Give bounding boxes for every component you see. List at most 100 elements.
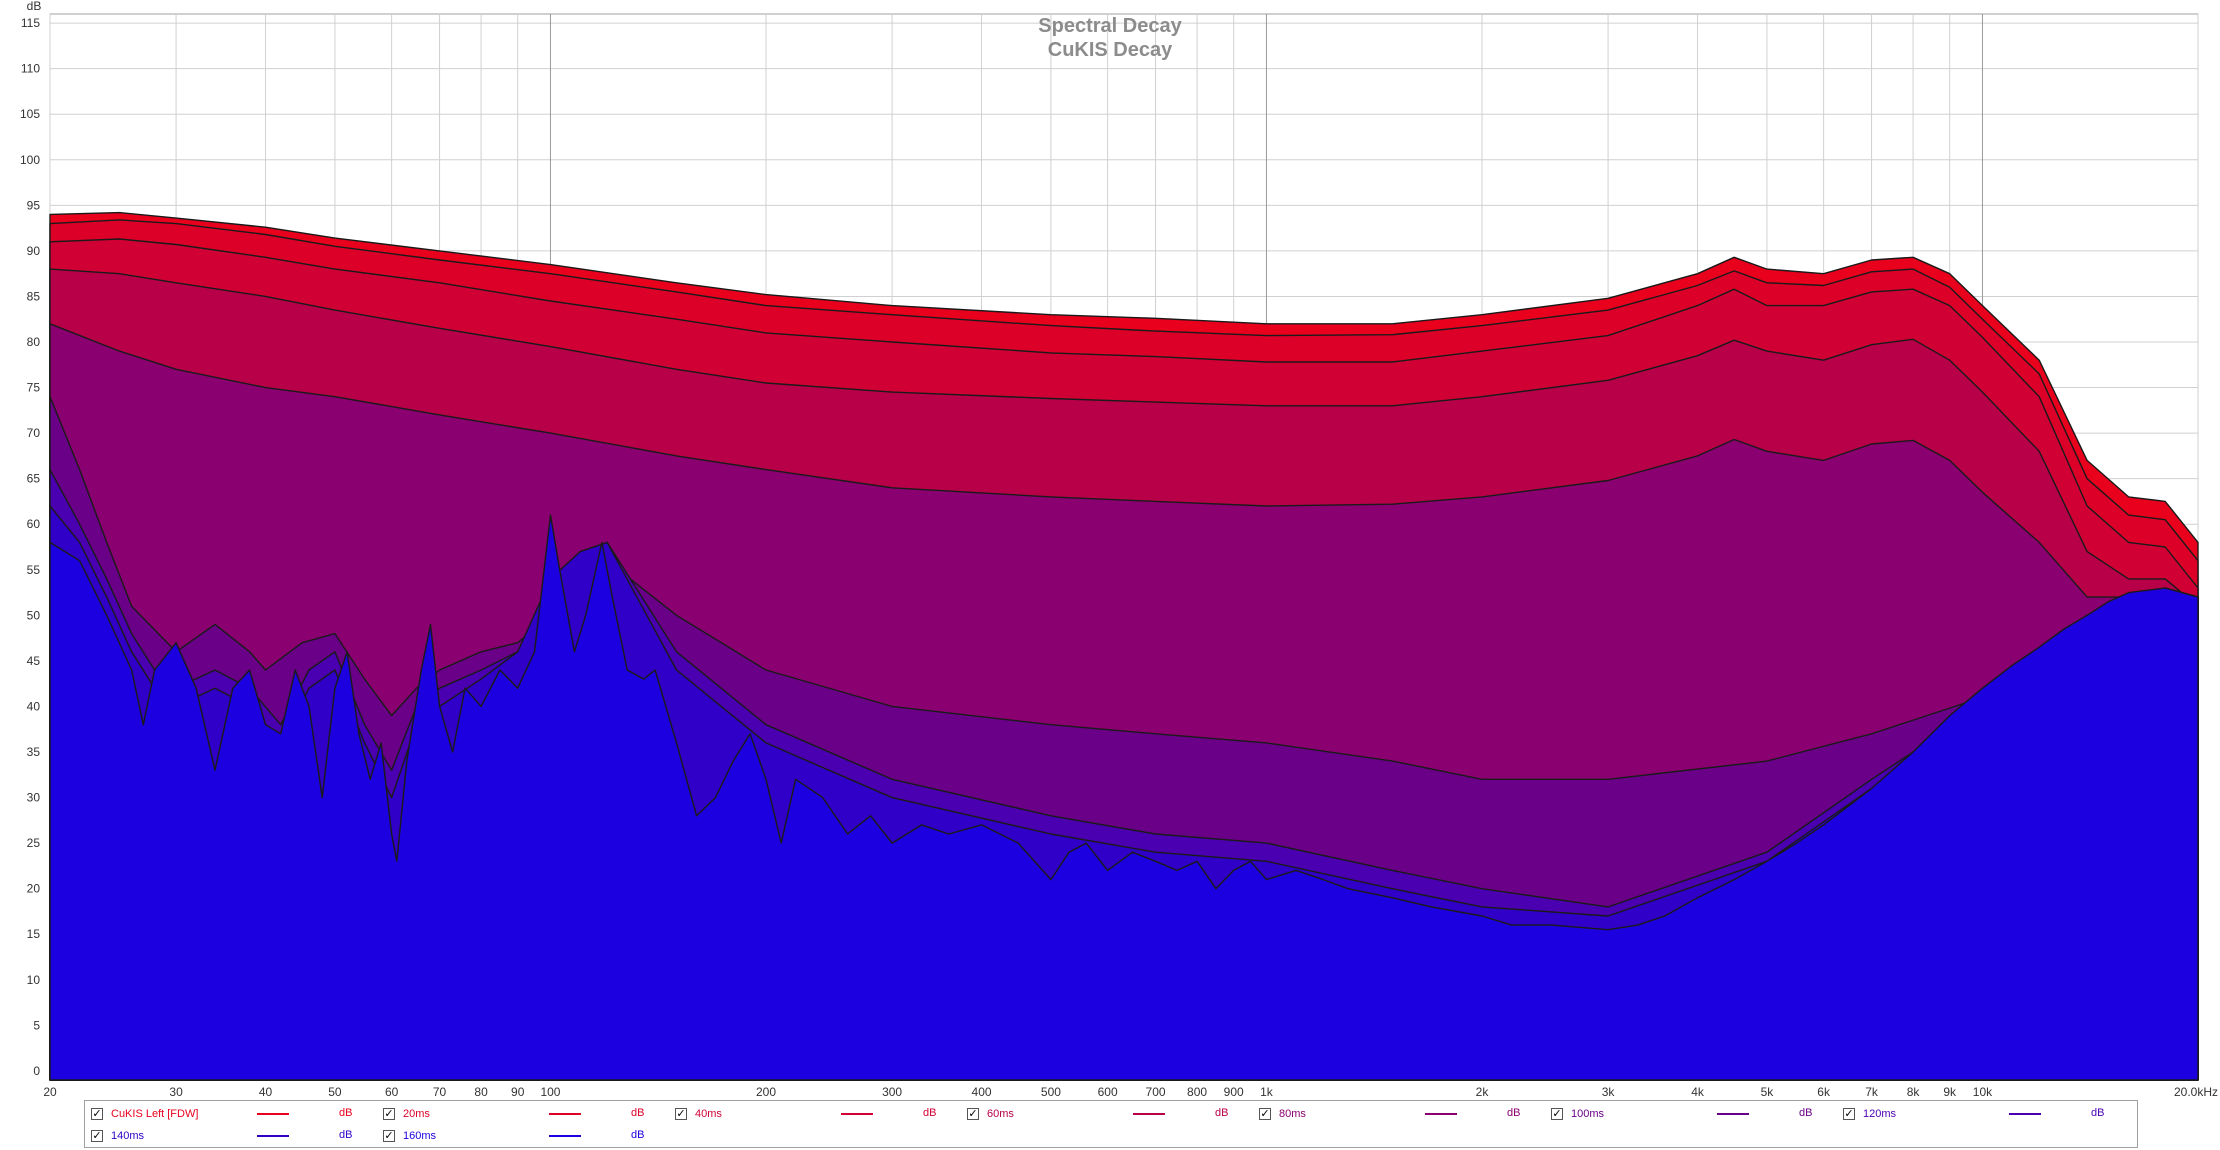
x-tick-label: 6k xyxy=(1817,1085,1831,1099)
x-tick-label: 4k xyxy=(1691,1085,1705,1099)
y-tick-label: 80 xyxy=(27,335,41,349)
x-tick-label: 200 xyxy=(756,1085,776,1099)
decay-areas xyxy=(49,211,2199,1081)
y-tick-label: 25 xyxy=(27,836,41,850)
legend-unit: dB xyxy=(2091,1107,2105,1119)
x-tick-label: 10k xyxy=(1973,1085,1993,1099)
chart-title: Spectral Decay xyxy=(1038,15,1182,37)
x-tick-label: 5k xyxy=(1761,1085,1775,1099)
legend-checkbox[interactable]: ✓ xyxy=(675,1108,687,1120)
chart-subtitle: CuKIS Decay xyxy=(1048,39,1173,61)
legend-unit: dB xyxy=(1507,1107,1521,1119)
legend-checkbox[interactable]: ✓ xyxy=(91,1108,103,1120)
legend-label: 60ms xyxy=(987,1108,1014,1120)
x-tick-label: 300 xyxy=(882,1085,902,1099)
legend-line-swatch xyxy=(1133,1113,1165,1115)
x-tick-label: 20 xyxy=(43,1085,57,1099)
x-tick-label: 8k xyxy=(1907,1085,1921,1099)
legend-item[interactable]: ✓ 80ms dB xyxy=(1259,1104,1551,1124)
x-tick-label: 100 xyxy=(540,1085,560,1099)
y-axis: 0 5 10 15 20 25 30 35 40 45 50 55 60 65 70 75 80 85 90 95 10… xyxy=(20,16,40,1078)
y-tick-label: 70 xyxy=(27,426,41,440)
y-tick-label: 20 xyxy=(27,882,41,896)
legend-label: 140ms xyxy=(111,1130,145,1142)
y-tick-label: 50 xyxy=(27,608,41,622)
legend-item[interactable]: ✓ 140ms dB xyxy=(91,1126,383,1146)
legend-item[interactable]: ✓ CuKIS Left [FDW] dB xyxy=(91,1104,383,1124)
legend-unit: dB xyxy=(1799,1107,1813,1119)
legend-label: CuKIS Left [FDW] xyxy=(111,1108,199,1120)
y-tick-label: 100 xyxy=(20,153,40,167)
legend-item[interactable]: ✓ 160ms dB xyxy=(383,1126,675,1146)
y-tick-label: 95 xyxy=(27,198,41,212)
y-tick-label: 0 xyxy=(33,1064,40,1078)
x-tick-label: 60 xyxy=(385,1085,399,1099)
legend-unit: dB xyxy=(339,1107,353,1119)
y-tick-label: 85 xyxy=(27,289,41,303)
legend-item[interactable]: ✓ 100ms dB xyxy=(1551,1104,1843,1124)
x-tick-label: 400 xyxy=(972,1085,992,1099)
x-tick-label: 50 xyxy=(328,1085,342,1099)
legend-checkbox[interactable]: ✓ xyxy=(383,1130,395,1142)
legend-line-swatch xyxy=(549,1135,581,1137)
x-tick-label: 600 xyxy=(1098,1085,1118,1099)
y-tick-label: 10 xyxy=(27,973,41,987)
x-tick-label: 20.0kHz xyxy=(2174,1085,2218,1099)
x-tick-label: 900 xyxy=(1224,1085,1244,1099)
legend-item[interactable]: ✓ 120ms dB xyxy=(1843,1104,2135,1124)
y-tick-label: 75 xyxy=(27,381,41,395)
legend-checkbox[interactable]: ✓ xyxy=(91,1130,103,1142)
legend-unit: dB xyxy=(339,1129,353,1141)
y-tick-label: 55 xyxy=(27,563,41,577)
legend-label: 20ms xyxy=(403,1108,430,1120)
legend-checkbox[interactable]: ✓ xyxy=(967,1108,979,1120)
x-tick-label: 9k xyxy=(1943,1085,1957,1099)
y-tick-label: 15 xyxy=(27,927,41,941)
legend-label: 80ms xyxy=(1279,1108,1306,1120)
y-axis-label: dB xyxy=(27,0,42,13)
x-tick-label: 7k xyxy=(1865,1085,1879,1099)
y-tick-label: 40 xyxy=(27,699,41,713)
legend-line-swatch xyxy=(841,1113,873,1115)
legend-checkbox[interactable]: ✓ xyxy=(1259,1108,1271,1120)
legend-line-swatch xyxy=(1717,1113,1749,1115)
legend-unit: dB xyxy=(631,1107,645,1119)
y-tick-label: 5 xyxy=(33,1018,40,1032)
x-tick-label: 80 xyxy=(474,1085,488,1099)
x-tick-label: 800 xyxy=(1187,1085,1207,1099)
legend-label: 100ms xyxy=(1571,1108,1605,1120)
y-tick-label: 60 xyxy=(27,517,41,531)
y-tick-label: 30 xyxy=(27,791,41,805)
legend-checkbox[interactable]: ✓ xyxy=(1843,1108,1855,1120)
legend-line-swatch xyxy=(1425,1113,1457,1115)
legend-unit: dB xyxy=(1215,1107,1229,1119)
legend-checkbox[interactable]: ✓ xyxy=(1551,1108,1563,1120)
y-tick-label: 105 xyxy=(20,107,40,121)
legend-item[interactable]: ✓ 60ms dB xyxy=(967,1104,1259,1124)
x-tick-label: 2k xyxy=(1476,1085,1490,1099)
legend: ✓ CuKIS Left [FDW] dB ✓ 20ms dB ✓ 40ms dB ✓ 60ms dB… xyxy=(84,1100,2138,1148)
y-tick-label: 110 xyxy=(21,62,40,76)
x-tick-label: 3k xyxy=(1602,1085,1616,1099)
decay-area-160ms xyxy=(49,514,2199,1081)
legend-item[interactable]: ✓ 20ms dB xyxy=(383,1104,675,1124)
legend-label: 40ms xyxy=(695,1108,722,1120)
x-tick-label: 30 xyxy=(169,1085,183,1099)
y-tick-label: 45 xyxy=(27,654,41,668)
legend-line-swatch xyxy=(549,1113,581,1115)
x-tick-label: 700 xyxy=(1146,1085,1166,1099)
legend-checkbox[interactable]: ✓ xyxy=(383,1108,395,1120)
legend-line-swatch xyxy=(257,1113,289,1115)
legend-unit: dB xyxy=(923,1107,937,1119)
y-tick-label: 115 xyxy=(21,16,40,30)
legend-item[interactable]: ✓ 40ms dB xyxy=(675,1104,967,1124)
x-tick-label: 90 xyxy=(511,1085,525,1099)
y-tick-label: 35 xyxy=(27,745,41,759)
x-tick-label: 1k xyxy=(1260,1085,1274,1099)
y-tick-label: 90 xyxy=(27,244,41,258)
legend-label: 160ms xyxy=(403,1130,437,1142)
x-axis: 20 30 40 50 60 70 80 90 100 200 300 400 500 600 700 800… xyxy=(43,1085,2218,1099)
y-tick-label: 65 xyxy=(27,472,41,486)
legend-label: 120ms xyxy=(1863,1108,1897,1120)
